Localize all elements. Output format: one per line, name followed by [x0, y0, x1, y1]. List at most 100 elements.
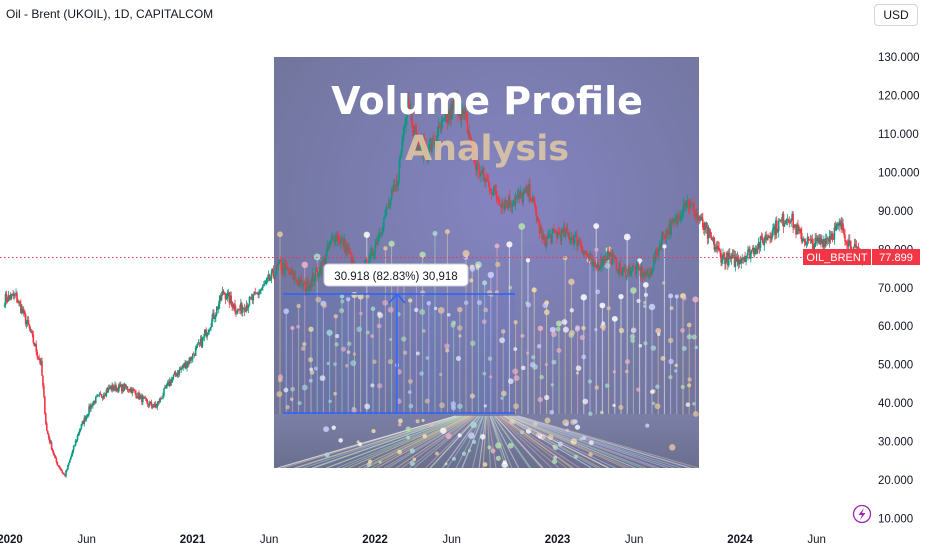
- candle-body: [258, 292, 260, 295]
- candle-body: [443, 118, 446, 119]
- candle-body: [459, 112, 461, 115]
- profile-dot: [495, 261, 501, 268]
- profile-dot: [507, 378, 514, 385]
- profile-dot: [550, 383, 554, 387]
- candle-body: [261, 287, 263, 290]
- x-tick-label: 2024: [727, 534, 753, 546]
- candle-body: [753, 253, 756, 255]
- candle-body: [8, 295, 11, 298]
- candle-body: [64, 474, 66, 477]
- price-range-measure[interactable]: 30.918 (82.83%) 30,918: [283, 263, 515, 414]
- candle-body: [563, 226, 566, 237]
- profile-dot: [525, 301, 529, 305]
- candle-body: [288, 268, 290, 273]
- profile-dot: [649, 389, 655, 394]
- candle-body: [289, 272, 291, 275]
- floor-ray: [517, 415, 692, 469]
- candle-body: [817, 238, 819, 240]
- candle-body: [91, 404, 93, 407]
- candle-body: [191, 358, 193, 360]
- profile-dot: [648, 303, 656, 311]
- candle-body: [348, 247, 351, 253]
- profile-dot: [654, 403, 661, 410]
- candle-body: [33, 342, 36, 347]
- floor-dot: [552, 445, 558, 451]
- candle-body: [376, 240, 379, 244]
- floor-ray: [514, 415, 675, 469]
- candle-body: [46, 430, 49, 435]
- profile-dot: [513, 375, 520, 382]
- candle-body: [556, 232, 558, 239]
- candle-body: [488, 183, 491, 192]
- candle-body: [513, 201, 516, 205]
- candle-body: [431, 138, 433, 152]
- candle-body: [479, 173, 481, 176]
- candle-body: [12, 293, 14, 296]
- profile-dot: [301, 346, 306, 351]
- candle-body: [374, 244, 377, 254]
- currency-selector[interactable]: USD: [874, 4, 918, 26]
- candle-body: [665, 229, 668, 239]
- floor-dot: [397, 418, 403, 424]
- candle-body: [694, 215, 696, 217]
- profile-dot: [687, 383, 692, 388]
- candle-body: [710, 236, 713, 240]
- symbol-title[interactable]: Oil - Brent (UKOIL), 1D, CAPITALCOM: [6, 7, 214, 21]
- candle-body: [386, 207, 388, 210]
- profile-dot: [593, 223, 600, 230]
- candle-body: [815, 237, 817, 242]
- candle-body: [88, 406, 90, 415]
- profile-dot: [579, 335, 585, 341]
- floor-dot: [509, 418, 515, 425]
- candle-body: [828, 235, 831, 242]
- candle-body: [192, 353, 195, 355]
- candle-body: [614, 257, 617, 259]
- candle-body: [117, 387, 119, 392]
- profile-dot: [370, 334, 375, 339]
- floor-ray: [494, 415, 544, 469]
- profile-dot: [419, 371, 424, 376]
- candle-body: [683, 203, 686, 208]
- candle-body: [856, 246, 859, 248]
- candle-body: [104, 395, 107, 397]
- y-tick-label: 10.000: [878, 514, 913, 526]
- candle-body: [581, 248, 584, 254]
- candle-body: [385, 209, 387, 217]
- candle-body: [184, 362, 186, 367]
- profile-dot: [463, 255, 469, 260]
- candle-body: [186, 364, 188, 368]
- candle-body: [320, 261, 323, 275]
- candle-body: [373, 253, 376, 255]
- floor-ray: [507, 415, 626, 469]
- profile-dot: [594, 385, 600, 390]
- candle-body: [305, 289, 307, 292]
- floor-dot: [397, 449, 403, 455]
- candle-body: [302, 283, 305, 287]
- candle-body: [704, 222, 707, 228]
- candle-body: [51, 449, 54, 452]
- candle-body: [126, 386, 129, 390]
- candle-body: [312, 273, 314, 278]
- candle-body: [609, 252, 612, 254]
- profile-dot: [487, 271, 494, 279]
- profile-dot: [387, 359, 393, 365]
- candle-body: [432, 137, 434, 139]
- floor-dot: [470, 421, 477, 429]
- profile-dot: [681, 346, 687, 351]
- candle-body: [779, 219, 782, 221]
- y-tick-label: 20.000: [878, 475, 913, 487]
- candle-body: [123, 384, 126, 391]
- candle-body: [298, 280, 301, 286]
- profile-dot: [326, 361, 330, 366]
- candle-body: [334, 240, 336, 242]
- candle-body: [294, 275, 297, 280]
- candle-body: [378, 233, 380, 239]
- floor-ray: [509, 415, 636, 469]
- lightning-icon[interactable]: [852, 504, 872, 524]
- candle-body: [832, 239, 835, 240]
- candle-body: [187, 361, 189, 365]
- candle-body: [578, 239, 580, 244]
- profile-dot: [469, 393, 476, 399]
- profile-dot: [568, 278, 575, 285]
